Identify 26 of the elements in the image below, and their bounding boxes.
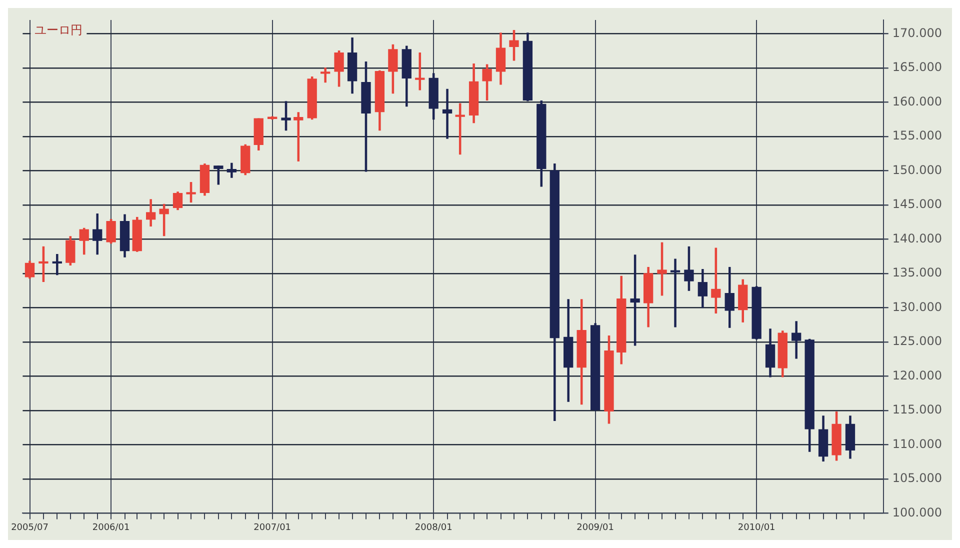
y-tick-label: 165.000 xyxy=(892,60,942,74)
y-tick-label: 110.000 xyxy=(892,436,942,451)
candlestick xyxy=(52,254,62,276)
candlestick xyxy=(320,68,330,83)
candlestick xyxy=(670,258,680,328)
y-tick-label: 170.000 xyxy=(892,26,942,40)
y-tick-label: 160.000 xyxy=(892,94,942,108)
y-tick-label: 100.000 xyxy=(892,505,942,520)
x-tick-label: 2009/01 xyxy=(576,522,614,533)
x-tick-label: 2010/01 xyxy=(738,522,776,533)
y-tick-label: 105.000 xyxy=(892,471,942,486)
y-tick-label: 140.000 xyxy=(892,231,942,246)
y-tick-label: 150.000 xyxy=(892,162,942,177)
y-tick-label: 115.000 xyxy=(892,402,942,417)
y-tick-label: 145.000 xyxy=(892,197,942,212)
x-tick-label: 2008/01 xyxy=(414,522,452,533)
y-tick-label: 120.000 xyxy=(892,368,942,382)
y-tick-label: 130.000 xyxy=(892,300,942,314)
x-tick-label: 2005/07 xyxy=(11,522,48,533)
y-tick-label: 155.000 xyxy=(892,128,942,143)
candlestick xyxy=(442,88,452,139)
chart-title: ユーロ円 xyxy=(34,23,83,38)
x-tick-label: 2006/01 xyxy=(92,522,130,533)
y-tick-label: 125.000 xyxy=(892,334,942,348)
y-tick-label: 135.000 xyxy=(892,266,942,280)
x-tick-label: 2007/01 xyxy=(254,522,292,533)
